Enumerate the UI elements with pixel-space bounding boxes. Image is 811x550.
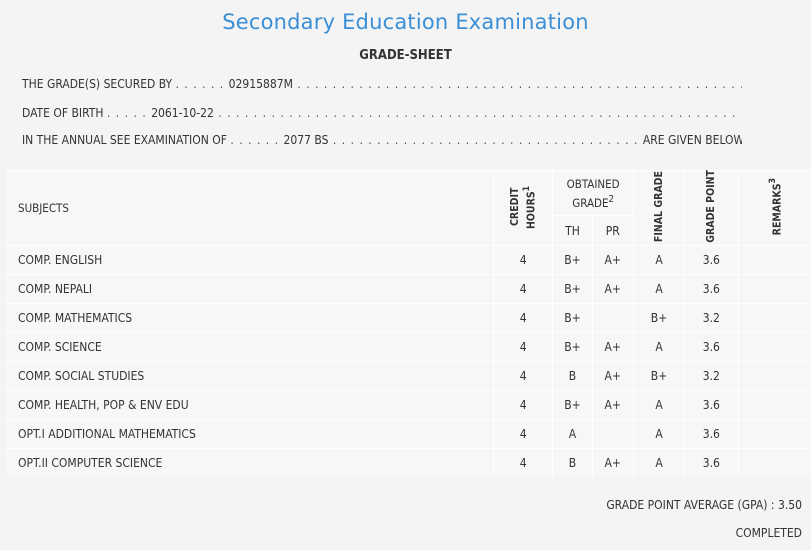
credit-cell: 4	[493, 361, 554, 391]
table-row: COMP. MATHEMATICS 4 B+ B+ 3.2	[6, 303, 811, 333]
remarks-cell	[738, 361, 811, 391]
table-row: COMP. SCIENCE 4 B+ A+ A 3.6	[6, 332, 811, 362]
pr-grade-cell: A+	[592, 245, 634, 275]
credit-cell: 4	[493, 332, 554, 362]
remarks-cell	[738, 332, 811, 362]
exam-line: IN THE ANNUAL SEE EXAMINATION OF . . . .…	[22, 133, 742, 147]
exam-title: Secondary Education Examination	[222, 10, 589, 34]
gpa-label: GRADE POINT AVERAGE (GPA) :	[606, 498, 775, 512]
given-below-label: ARE GIVEN BELOW	[642, 133, 742, 147]
table-row: COMP. ENGLISH 4 B+ A+ A 3.6	[6, 245, 811, 275]
subject-cell: OPT.I ADDITIONAL MATHEMATICS	[6, 419, 495, 449]
th-grade-cell: A	[552, 419, 593, 449]
th-grade-cell: B+	[552, 274, 593, 304]
gpa-line: GRADE POINT AVERAGE (GPA) : 3.50	[606, 498, 802, 512]
symbol-number: 02915887M	[228, 77, 293, 91]
grade-point-cell: 3.6	[684, 332, 739, 362]
grade-point-cell: 3.2	[684, 361, 739, 391]
final-grade-cell: B+	[633, 303, 686, 333]
grade-point-cell: 3.6	[684, 390, 739, 420]
credit-cell: 4	[493, 274, 554, 304]
gradesheet-heading: GRADE-SHEET	[359, 48, 452, 63]
final-grade-cell: A	[633, 448, 686, 477]
table-row: COMP. HEALTH, POP & ENV EDU 4 B+ A+ A 3.6	[6, 390, 811, 420]
final-grade-cell: A	[633, 419, 686, 449]
secured-by-label: THE GRADE(S) SECURED BY	[22, 77, 173, 91]
status-text: COMPLETED	[735, 526, 802, 540]
table-row: COMP. SOCIAL STUDIES 4 B A+ B+ 3.2	[6, 361, 811, 391]
pr-grade-cell: A+	[592, 332, 634, 362]
credit-cell: 4	[493, 390, 554, 420]
subject-cell: COMP. SOCIAL STUDIES	[6, 361, 495, 391]
pr-grade-cell: A+	[592, 361, 634, 391]
final-grade-header: FINAL GRADE	[633, 170, 686, 246]
pr-grade-cell	[592, 303, 634, 333]
credit-hours-header: CREDIT HOURS1	[493, 170, 554, 246]
credit-cell: 4	[493, 303, 554, 333]
subject-cell: COMP. MATHEMATICS	[6, 303, 495, 333]
th-grade-cell: B	[552, 361, 593, 391]
pr-header: PR	[592, 215, 634, 246]
pr-grade-cell: A+	[592, 390, 634, 420]
subject-cell: OPT.II COMPUTER SCIENCE	[6, 448, 495, 477]
remarks-cell	[738, 419, 811, 449]
th-grade-cell: B+	[552, 332, 593, 362]
subject-cell: COMP. ENGLISH	[6, 245, 495, 275]
subject-cell: COMP. NEPALI	[6, 274, 495, 304]
exam-year: 2077 BS	[283, 133, 329, 147]
remarks-cell	[738, 448, 811, 477]
credit-cell: 4	[493, 245, 554, 275]
remarks-cell	[738, 274, 811, 304]
grade-point-cell: 3.6	[684, 274, 739, 304]
grade-point-cell: 3.6	[684, 245, 739, 275]
dob-value: 2061-10-22	[151, 106, 214, 120]
final-grade-cell: A	[633, 332, 686, 362]
remarks-header: REMARKS3	[738, 170, 811, 246]
grade-point-cell: 3.6	[684, 419, 739, 449]
th-grade-cell: B+	[552, 390, 593, 420]
dob-line: DATE OF BIRTH . . . . . 2061-10-22 . . .…	[22, 106, 742, 120]
table-row: COMP. NEPALI 4 B+ A+ A 3.6	[6, 274, 811, 304]
credit-cell: 4	[493, 448, 554, 477]
credit-cell: 4	[493, 419, 554, 449]
subject-cell: COMP. HEALTH, POP & ENV EDU	[6, 390, 495, 420]
grades-table: SUBJECTS CREDIT HOURS1 OBTAINED GRADE2 F…	[6, 170, 811, 477]
gpa-value: 3.50	[777, 498, 802, 512]
final-grade-cell: A	[633, 390, 686, 420]
th-header: TH	[552, 215, 593, 246]
remarks-cell	[738, 390, 811, 420]
table-row: OPT.II COMPUTER SCIENCE 4 B A+ A 3.6	[6, 448, 811, 477]
pr-grade-cell: A+	[592, 274, 634, 304]
obtained-grade-header: OBTAINED GRADE2	[552, 170, 634, 216]
table-row: OPT.I ADDITIONAL MATHEMATICS 4 A A 3.6	[6, 419, 811, 449]
final-grade-cell: A	[633, 245, 686, 275]
subjects-header: SUBJECTS	[6, 170, 495, 246]
subject-cell: COMP. SCIENCE	[6, 332, 495, 362]
pr-grade-cell: A+	[592, 448, 634, 477]
grade-point-header: GRADE POINT	[684, 170, 739, 246]
th-grade-cell: B+	[552, 303, 593, 333]
dob-label: DATE OF BIRTH	[22, 106, 104, 120]
th-grade-cell: B+	[552, 245, 593, 275]
grade-point-cell: 3.6	[684, 448, 739, 477]
th-grade-cell: B	[552, 448, 593, 477]
grade-point-cell: 3.2	[684, 303, 739, 333]
pr-grade-cell	[592, 419, 634, 449]
final-grade-cell: B+	[633, 361, 686, 391]
remarks-cell	[738, 245, 811, 275]
exam-label: IN THE ANNUAL SEE EXAMINATION OF	[22, 133, 227, 147]
secured-by-line: THE GRADE(S) SECURED BY . . . . . . 0291…	[22, 77, 742, 91]
final-grade-cell: A	[633, 274, 686, 304]
remarks-cell	[738, 303, 811, 333]
